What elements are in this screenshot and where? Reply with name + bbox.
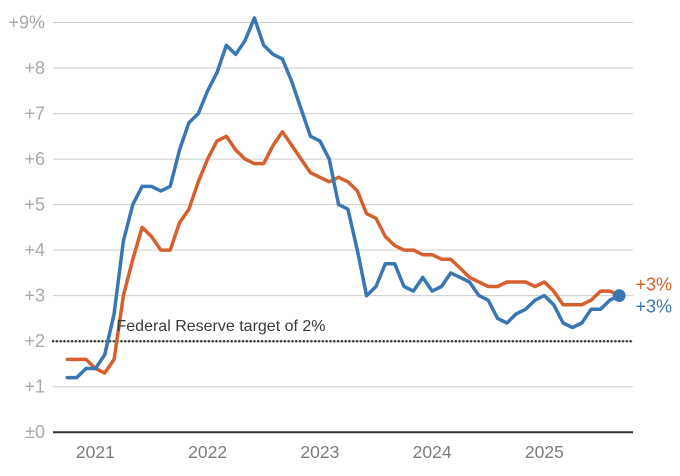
svg-text:+2: +2 [24,331,45,351]
svg-text:+1: +1 [24,377,45,397]
svg-text:+8: +8 [24,58,45,78]
svg-text:+3: +3 [24,286,45,306]
svg-text:+6: +6 [24,149,45,169]
svg-text:+3%: +3% [636,297,673,317]
svg-text:2023: 2023 [300,442,339,462]
svg-text:+4: +4 [24,240,45,260]
svg-text:Federal Reserve target of 2%: Federal Reserve target of 2% [117,318,326,335]
svg-text:+7: +7 [24,104,45,124]
svg-text:2025: 2025 [525,442,564,462]
svg-text:2022: 2022 [188,442,227,462]
svg-text:+9%: +9% [8,13,45,33]
svg-text:2021: 2021 [76,442,115,462]
svg-text:2024: 2024 [413,442,452,462]
svg-text:+5: +5 [24,195,45,215]
svg-text:+3%: +3% [636,275,673,295]
svg-text:±0: ±0 [25,422,45,442]
